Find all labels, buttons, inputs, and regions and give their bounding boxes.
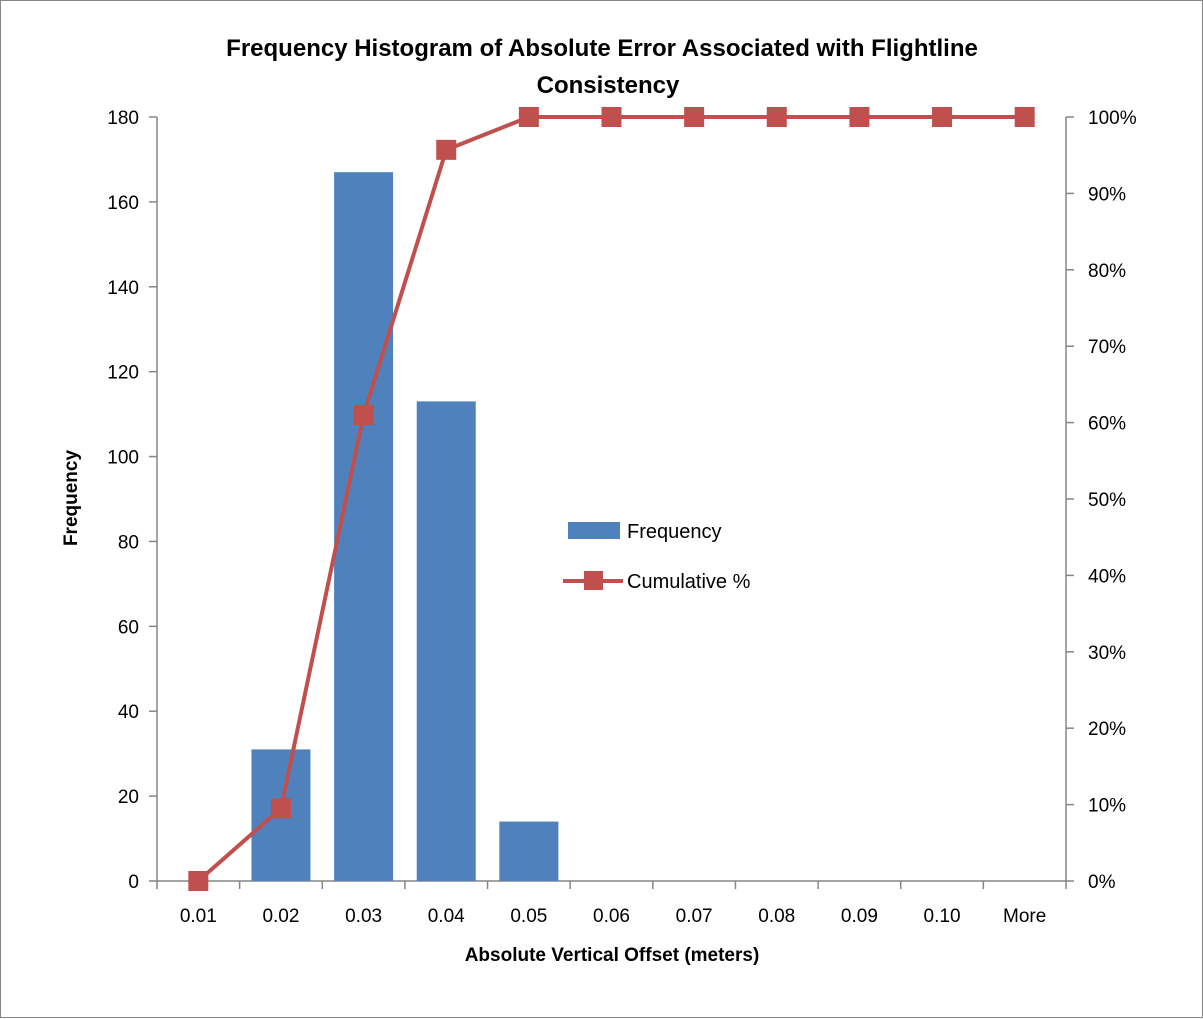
- x-tick-label: 0.07: [676, 906, 713, 927]
- tick-labels: 0 20 40 60 80 100 120 140 160 180 0% 10% 20% 30% 40% 50…: [107, 108, 1136, 927]
- y2-tick-label: 90%: [1088, 184, 1126, 205]
- cumulative-point: [353, 404, 374, 425]
- cumulative-point: [518, 107, 539, 127]
- y2-tick-label: 60%: [1088, 414, 1126, 435]
- y-tick-label: 20: [118, 787, 139, 808]
- legend-cumulative-label: Cumulative %: [627, 571, 751, 593]
- frequency-bar: [334, 172, 394, 881]
- y-tick-label: 40: [118, 702, 139, 723]
- y2-tick-label: 100%: [1088, 108, 1137, 129]
- y-axis-title: Frequency: [61, 450, 82, 547]
- x-tick-label: 0.09: [841, 906, 878, 927]
- cumulative-point: [601, 107, 622, 127]
- y2-tick-label: 70%: [1088, 337, 1126, 358]
- legend-cumulative-marker: [584, 571, 603, 590]
- cumulative-point: [436, 139, 457, 160]
- cumulative-point: [932, 107, 953, 127]
- x-tick-label: More: [1003, 906, 1046, 927]
- x-tick-label: 0.10: [924, 906, 961, 927]
- legend-frequency-label: Frequency: [627, 521, 722, 543]
- chart-title-line-1: Frequency Histogram of Absolute Error As…: [226, 35, 978, 62]
- y2-tick-label: 50%: [1088, 490, 1126, 511]
- x-tick-label: 0.06: [593, 906, 630, 927]
- y-tick-label: 60: [118, 617, 139, 638]
- frequency-bar: [416, 401, 476, 881]
- x-axis-title: Absolute Vertical Offset (meters): [465, 945, 760, 966]
- legend-frequency-swatch: [568, 522, 620, 539]
- legend: Frequency Cumulative %: [563, 521, 751, 593]
- y-tick-label: 80: [118, 532, 139, 553]
- y2-tick-label: 40%: [1088, 566, 1126, 587]
- x-tick-label: 0.03: [345, 906, 382, 927]
- cumulative-series-line: [196, 115, 1025, 883]
- cumulative-point: [684, 107, 705, 127]
- cumulative-point: [188, 871, 209, 891]
- chart-title-line-2: Consistency: [537, 72, 680, 99]
- y-tick-label: 120: [107, 363, 139, 384]
- x-tick-label: 0.05: [510, 906, 547, 927]
- frequency-bar: [499, 821, 559, 881]
- x-tick-label: 0.02: [262, 906, 299, 927]
- cumulative-point: [1014, 107, 1035, 127]
- y-tick-label: 140: [107, 278, 139, 299]
- cumulative-point: [766, 107, 787, 127]
- x-tick-label: 0.04: [428, 906, 465, 927]
- frequency-bars: [251, 172, 559, 881]
- cumulative-point: [849, 107, 870, 127]
- x-tick-label: 0.01: [180, 906, 217, 927]
- cumulative-point: [270, 798, 291, 819]
- x-tick-label: 0.08: [758, 906, 795, 927]
- cumulative-line: [188, 107, 1035, 891]
- y2-tick-label: 0%: [1088, 872, 1116, 893]
- y2-tick-label: 10%: [1088, 796, 1126, 817]
- y2-tick-label: 20%: [1088, 719, 1126, 740]
- y2-tick-label: 30%: [1088, 643, 1126, 664]
- y-tick-label: 180: [107, 108, 139, 129]
- y-tick-label: 100: [107, 448, 139, 469]
- y2-tick-label: 80%: [1088, 261, 1126, 282]
- y-tick-label: 160: [107, 193, 139, 214]
- y-tick-label: 0: [128, 872, 139, 893]
